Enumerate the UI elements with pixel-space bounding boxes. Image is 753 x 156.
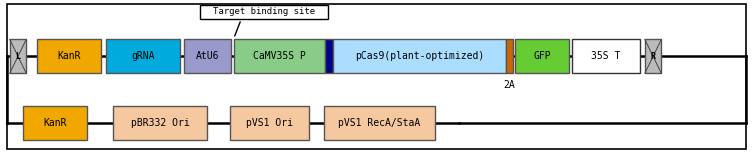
Text: pBR332 Ori: pBR332 Ori	[131, 118, 190, 128]
Text: 2A: 2A	[504, 80, 515, 90]
Bar	[10, 39, 26, 73]
Text: GFP: GFP	[533, 51, 550, 61]
Text: 35S T: 35S T	[591, 51, 620, 61]
Text: L: L	[16, 52, 20, 61]
Bar	[325, 39, 333, 73]
Bar	[233, 39, 325, 73]
Bar	[572, 39, 639, 73]
Text: pVS1 RecA/StaA: pVS1 RecA/StaA	[338, 118, 421, 128]
Bar	[200, 5, 328, 19]
Bar	[106, 39, 179, 73]
Bar	[184, 39, 230, 73]
Text: KanR: KanR	[57, 51, 81, 61]
Text: CaMV35S P: CaMV35S P	[253, 51, 306, 61]
Text: R: R	[651, 52, 656, 61]
Bar	[515, 39, 569, 73]
Text: pCas9(plant-optimized): pCas9(plant-optimized)	[355, 51, 484, 61]
Bar	[230, 106, 309, 140]
Text: pVS1 Ori: pVS1 Ori	[246, 118, 293, 128]
Text: Target binding site: Target binding site	[212, 7, 315, 16]
Text: gRNA: gRNA	[131, 51, 154, 61]
Text: AtU6: AtU6	[196, 51, 219, 61]
Bar	[324, 106, 435, 140]
Text: KanR: KanR	[44, 118, 67, 128]
Bar	[333, 39, 506, 73]
Bar	[506, 39, 514, 73]
Bar	[23, 106, 87, 140]
Bar	[114, 106, 207, 140]
Bar	[645, 39, 661, 73]
Bar	[37, 39, 101, 73]
